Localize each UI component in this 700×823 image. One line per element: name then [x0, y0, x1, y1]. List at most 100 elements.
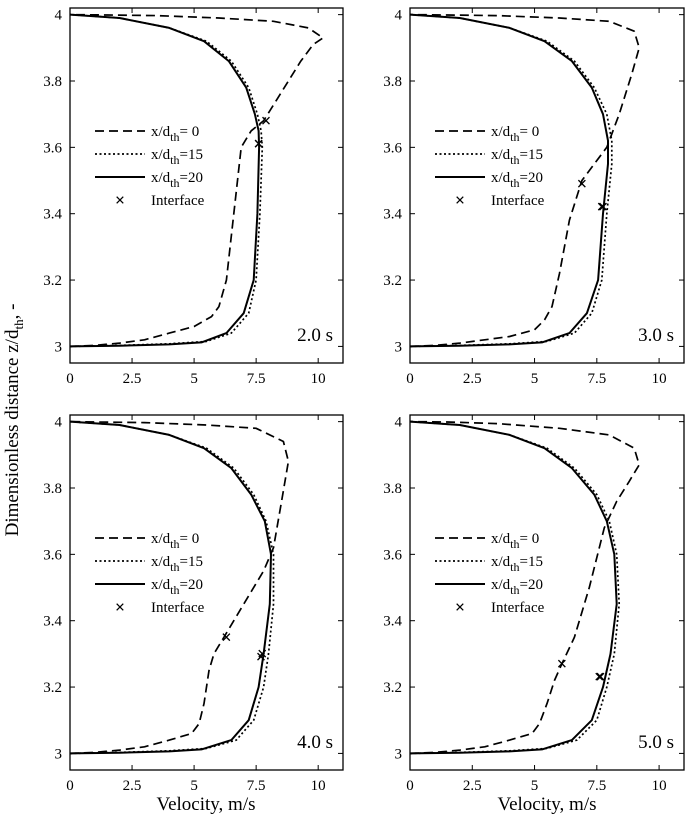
- x-axis-title-right: Velocity, m/s: [497, 794, 596, 815]
- legend-label: x/dth=20: [491, 170, 543, 190]
- x-tick-label: 2.5: [123, 778, 142, 794]
- legend-label: x/dth=20: [151, 577, 203, 597]
- y-tick-label: 3: [55, 339, 63, 355]
- plot-frame: [409, 7, 685, 364]
- legend-interface-marker: ×: [115, 597, 125, 617]
- time-label: 2.0 s: [297, 325, 333, 346]
- legend-interface-marker: ×: [455, 597, 465, 617]
- panel-2: 0 2.5 5 7.5 10 3 3.2 3.4 3.6 3.8 4 × × × 3.0 s x/dth= 0…: [383, 7, 685, 387]
- interface-marker: ×: [576, 174, 587, 195]
- plot-frame: [69, 414, 344, 771]
- legend-interface-label: Interface: [491, 600, 545, 616]
- series-line-solid: [69, 13, 261, 348]
- legend: x/dth= 0 x/dth=15 x/dth=20 × Interface: [435, 531, 545, 617]
- x-tick-label: 5: [531, 778, 539, 794]
- y-tick-label: 3.4: [43, 614, 62, 630]
- x-tick-label: 7.5: [247, 778, 266, 794]
- y-tick-label: 3.4: [383, 614, 402, 630]
- y-axis-title-sub: th: [11, 319, 26, 330]
- series-line-dashed: [69, 420, 290, 755]
- y-tick-label: 4: [395, 8, 403, 24]
- time-label: 3.0 s: [638, 325, 674, 346]
- legend: x/dth= 0 x/dth=15 x/dth=20 × Interface: [95, 531, 205, 617]
- legend-label: x/dth=20: [151, 170, 203, 190]
- series-line-solid: [409, 420, 618, 755]
- x-tick-label: 0: [406, 371, 414, 387]
- series-line-solid: [409, 13, 609, 348]
- series-line-dashed: [409, 420, 641, 755]
- legend-interface-label: Interface: [491, 193, 545, 209]
- y-tick-label: 4: [395, 415, 403, 431]
- interface-marker: ×: [253, 134, 264, 155]
- y-axis-title: Dimensionless distance z/dth, -: [2, 304, 26, 537]
- x-tick-label: 5: [190, 371, 198, 387]
- y-tick-label: 4: [55, 415, 63, 431]
- x-tick-label: 0: [66, 371, 74, 387]
- y-axis-title-suffix: , -: [2, 304, 23, 320]
- x-tick-label: 10: [311, 371, 326, 387]
- y-tick-label: 3.2: [43, 680, 62, 696]
- legend-interface-label: Interface: [151, 193, 205, 209]
- y-tick-label: 3.6: [43, 140, 62, 156]
- interface-marker: ×: [221, 627, 232, 648]
- plot-frame: [69, 7, 344, 364]
- x-tick-label: 0: [406, 778, 414, 794]
- legend-label: x/dth= 0: [491, 531, 539, 551]
- y-tick-label: 3.4: [43, 207, 62, 223]
- y-tick-label: 4: [55, 8, 63, 24]
- interface-marker: ×: [557, 654, 568, 675]
- x-tick-label: 2.5: [463, 371, 482, 387]
- legend: x/dth= 0 x/dth=15 x/dth=20 × Interface: [435, 124, 545, 210]
- x-tick-label: 0: [66, 778, 74, 794]
- legend-label: x/dth= 0: [151, 531, 199, 551]
- y-tick-label: 3.2: [383, 273, 402, 289]
- legend: x/dth= 0 x/dth=15 x/dth=20 × Interface: [95, 124, 205, 210]
- x-tick-label: 10: [652, 778, 667, 794]
- time-label: 4.0 s: [297, 732, 333, 753]
- legend-label: x/dth= 0: [151, 124, 199, 144]
- y-tick-label: 3.6: [383, 547, 402, 563]
- y-tick-label: 3.2: [383, 680, 402, 696]
- series-line-dotted: [409, 13, 613, 348]
- legend-label: x/dth=15: [151, 554, 203, 574]
- legend-label: x/dth=15: [151, 147, 203, 167]
- y-tick-label: 3.4: [383, 207, 402, 223]
- legend-label: x/dth= 0: [491, 124, 539, 144]
- y-tick-label: 3: [55, 746, 63, 762]
- legend-interface-marker: ×: [115, 190, 125, 210]
- legend-interface-marker: ×: [455, 190, 465, 210]
- interface-marker: ×: [253, 134, 264, 155]
- time-label: 5.0 s: [638, 732, 674, 753]
- x-tick-label: 2.5: [123, 371, 142, 387]
- svg-text:Dimensionless distance z/dth,: Dimensionless distance z/dth, -: [2, 304, 26, 537]
- x-axis-title-left: Velocity, m/s: [156, 794, 255, 815]
- x-tick-label: 10: [652, 371, 667, 387]
- interface-marker: ×: [257, 644, 268, 665]
- interface-marker: ×: [256, 647, 267, 668]
- y-tick-label: 3: [395, 339, 403, 355]
- y-tick-label: 3.8: [43, 481, 62, 497]
- legend-label: x/dth=20: [491, 577, 543, 597]
- x-tick-label: 7.5: [247, 371, 266, 387]
- y-tick-label: 3.8: [43, 74, 62, 90]
- x-tick-label: 10: [311, 778, 326, 794]
- x-tick-label: 7.5: [587, 778, 606, 794]
- legend-label: x/dth=15: [491, 147, 543, 167]
- plot-frame: [409, 414, 685, 771]
- x-tick-label: 5: [190, 778, 198, 794]
- series-line-solid: [69, 420, 272, 755]
- legend-interface-label: Interface: [151, 600, 205, 616]
- series-line-dashed: [69, 13, 324, 348]
- x-tick-label: 7.5: [587, 371, 606, 387]
- y-tick-label: 3.6: [43, 547, 62, 563]
- y-axis-title-main: Dimensionless distance z/d: [2, 329, 23, 536]
- y-tick-label: 3.6: [383, 140, 402, 156]
- interface-marker: ×: [261, 111, 272, 132]
- interface-marker: ×: [595, 667, 606, 688]
- y-tick-label: 3.8: [383, 74, 402, 90]
- x-tick-label: 2.5: [463, 778, 482, 794]
- y-tick-label: 3.2: [43, 273, 62, 289]
